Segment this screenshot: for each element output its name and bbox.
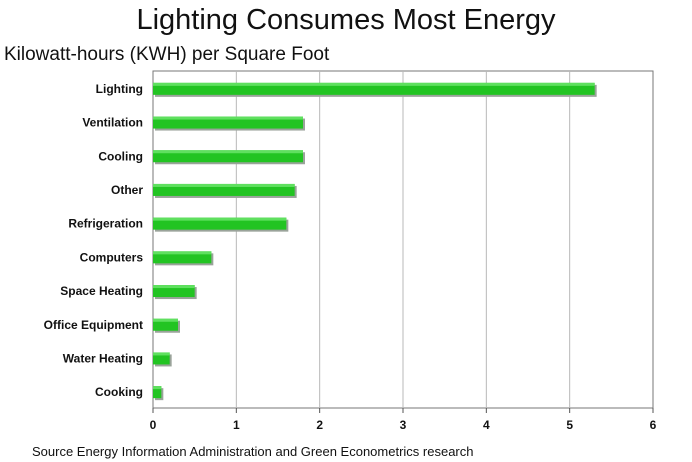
- bar-highlight: [153, 318, 178, 322]
- chart-title: Lighting Consumes Most Energy: [136, 4, 556, 36]
- category-label: Cooking: [95, 385, 143, 399]
- bar-cooking: [153, 386, 162, 399]
- category-label: Ventilation: [82, 116, 143, 130]
- bar-highlight: [153, 183, 295, 187]
- source-note: Source Energy Information Administration…: [32, 444, 474, 459]
- category-label: Space Heating: [60, 284, 143, 298]
- x-tick-label: 6: [650, 418, 657, 432]
- bar-highlight: [153, 150, 303, 154]
- category-label: Refrigeration: [68, 217, 143, 231]
- bar-highlight: [153, 217, 287, 221]
- x-tick-label: 0: [150, 418, 157, 432]
- x-tick-label: 2: [316, 418, 323, 432]
- bar-highlight: [153, 116, 303, 120]
- chart-subtitle: Kilowatt-hours (KWH) per Square Foot: [4, 44, 330, 65]
- category-label: Office Equipment: [44, 318, 143, 332]
- category-label: Water Heating: [63, 351, 143, 365]
- category-label: Cooling: [98, 149, 143, 163]
- bar-highlight: [153, 251, 212, 255]
- bar-highlight: [153, 386, 162, 390]
- x-tick-label: 1: [233, 418, 240, 432]
- x-tick-label: 4: [483, 418, 490, 432]
- bar-highlight: [153, 82, 595, 86]
- bar-highlight: [153, 352, 170, 356]
- x-tick-label: 3: [400, 418, 407, 432]
- bar-highlight: [153, 285, 195, 289]
- category-label: Other: [111, 183, 143, 197]
- category-label: Lighting: [96, 82, 143, 96]
- x-tick-label: 5: [566, 418, 573, 432]
- category-label: Computers: [80, 250, 144, 264]
